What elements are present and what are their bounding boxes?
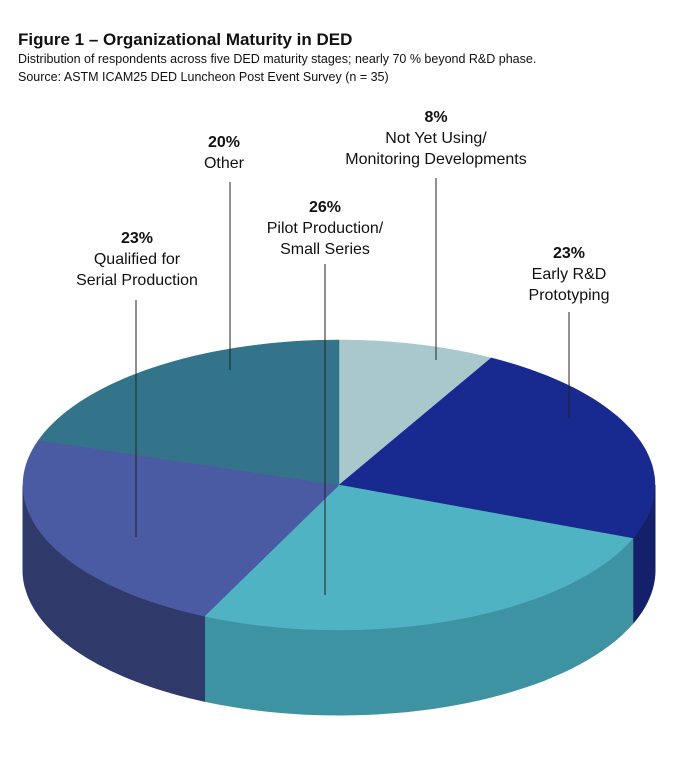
pie-slice-3: [22, 439, 340, 617]
slice-label-2: Pilot Production/: [267, 220, 384, 237]
pie-slice-2: [203, 484, 634, 631]
pie-slice-1: [338, 357, 656, 539]
pct-label-3: 23%: [121, 230, 153, 247]
slice-label-2: Small Series: [280, 241, 370, 258]
slice-label-4: Other: [204, 155, 245, 172]
pct-label-0: 8%: [424, 109, 447, 126]
slice-label-3: Serial Production: [76, 272, 198, 289]
slice-label-0: Not Yet Using/: [385, 130, 487, 147]
pie-slice-4: [38, 339, 340, 486]
slice-label-1: Prototyping: [529, 287, 610, 304]
pct-label-4: 20%: [208, 134, 240, 151]
pct-label-2: 26%: [309, 199, 341, 216]
chart-subtitle: Distribution of respondents across five …: [18, 52, 537, 66]
pct-label-1: 23%: [553, 245, 585, 262]
pie-slice-0: [338, 339, 492, 486]
slice-label-0: Monitoring Developments: [345, 151, 526, 168]
slice-label-1: Early R&D: [532, 266, 607, 283]
slice-label-3: Qualified for: [94, 251, 181, 268]
chart-source: Source: ASTM ICAM25 DED Luncheon Post Ev…: [18, 70, 389, 84]
chart-title: Figure 1 – Organizational Maturity in DE…: [18, 30, 353, 49]
